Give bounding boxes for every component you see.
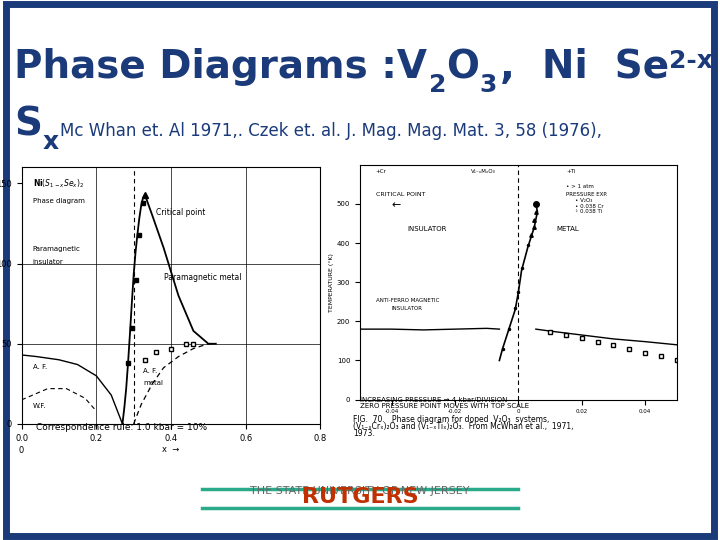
Text: FIG.  70.   Phase diagram for doped  V₂O₃  systems,: FIG. 70. Phase diagram for doped V₂O₃ sy…	[353, 415, 549, 424]
Text: Phase Diagrams :V: Phase Diagrams :V	[14, 49, 428, 86]
Text: 2: 2	[429, 73, 446, 97]
Text: x: x	[42, 130, 58, 154]
X-axis label: x  →: x →	[163, 446, 179, 454]
Text: • > 1 atm: • > 1 atm	[566, 184, 594, 189]
Text: RUTGERS: RUTGERS	[302, 487, 418, 507]
Text: ←: ←	[392, 200, 401, 210]
Text: A. F.: A. F.	[143, 368, 157, 374]
Text: +Ti: +Ti	[566, 168, 575, 173]
Text: ZERO PRESSURE POINT MOVES WITH TOP SCALE: ZERO PRESSURE POINT MOVES WITH TOP SCALE	[360, 403, 529, 409]
Text: (V₁₋ₓCrₓ)₂O₃ and (V₁₋ₓTiₓ)₂O₃.  From McWhan et al.,  1971,: (V₁₋ₓCrₓ)₂O₃ and (V₁₋ₓTiₓ)₂O₃. From McWh…	[353, 422, 573, 431]
Text: O: O	[446, 49, 480, 86]
Text: Critical point: Critical point	[156, 208, 205, 218]
Text: PRESSURE EXP.: PRESSURE EXP.	[566, 192, 608, 197]
Text: 2-x: 2-x	[670, 49, 714, 73]
Text: W.F.: W.F.	[33, 403, 46, 409]
Text: Paramagnetic: Paramagnetic	[33, 246, 81, 252]
Text: INSULATOR: INSULATOR	[392, 306, 423, 310]
Text: METAL: METAL	[557, 226, 579, 232]
Text: CRITICAL POINT: CRITICAL POINT	[376, 192, 426, 197]
Text: V₁₋ₓMₓO₃: V₁₋ₓMₓO₃	[471, 168, 496, 173]
Text: +Cr: +Cr	[376, 168, 387, 173]
Text: ◦ 0.038 Ti: ◦ 0.038 Ti	[575, 209, 603, 214]
Text: metal: metal	[143, 380, 163, 387]
Text: S: S	[14, 105, 42, 143]
Text: • V₂O₃: • V₂O₃	[575, 198, 593, 203]
Text: Correspondence rule: 1.0 kbar = 10%: Correspondence rule: 1.0 kbar = 10%	[36, 423, 207, 432]
Text: Ni$(S_{1-x}Se_x)_2$: Ni$(S_{1-x}Se_x)_2$	[33, 178, 84, 190]
Y-axis label: TEMPERATURE (°K): TEMPERATURE (°K)	[329, 253, 334, 312]
Text: ,  Ni  Se: , Ni Se	[500, 49, 670, 86]
Text: Paramagnetic metal: Paramagnetic metal	[163, 273, 241, 282]
Text: • 0.038 Cr: • 0.038 Cr	[575, 204, 604, 209]
Text: INCREASING PRESSURE → 4 kbar/DIVISION ——: INCREASING PRESSURE → 4 kbar/DIVISION ——	[360, 397, 523, 403]
Text: insulator: insulator	[33, 259, 63, 265]
Text: Mc Whan et. Al 1971,. Czek et. al. J. Mag. Mag. Mat. 3, 58 (1976),: Mc Whan et. Al 1971,. Czek et. al. J. Ma…	[60, 123, 603, 140]
Text: 1973.: 1973.	[353, 429, 374, 438]
Text: Phase diagram: Phase diagram	[33, 198, 85, 204]
Text: ANTI-FERRO MAGNETIC: ANTI-FERRO MAGNETIC	[376, 298, 439, 303]
Text: INSULATOR: INSULATOR	[408, 226, 447, 232]
Text: A. F.: A. F.	[33, 364, 47, 370]
Text: 3: 3	[480, 73, 497, 97]
Text: THE STATE UNIVERSITY OF NEW JERSEY: THE STATE UNIVERSITY OF NEW JERSEY	[251, 485, 469, 496]
Text: 0: 0	[19, 447, 24, 455]
